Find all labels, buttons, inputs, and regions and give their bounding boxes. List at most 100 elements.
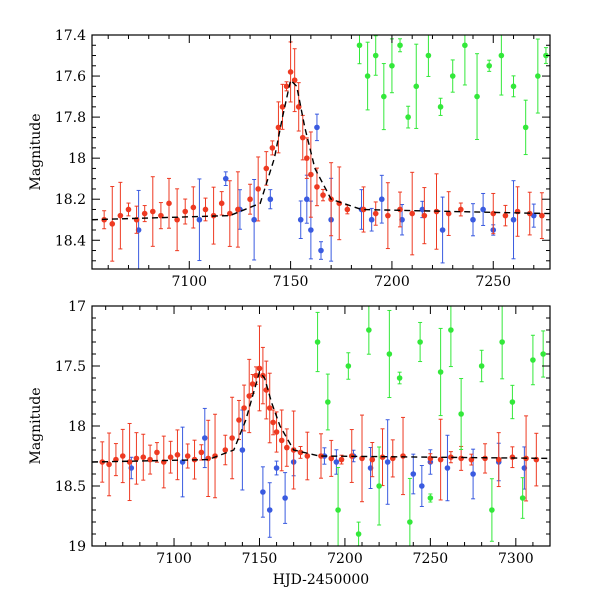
data-point bbox=[174, 452, 181, 458]
data-point bbox=[269, 145, 276, 151]
data-point bbox=[287, 69, 294, 75]
x-tick-label: 7150 bbox=[273, 274, 309, 290]
y-tick-label: 18.5 bbox=[55, 479, 86, 495]
data-point bbox=[458, 411, 464, 417]
data-point bbox=[486, 62, 493, 69]
data-point bbox=[263, 165, 270, 172]
data-point bbox=[249, 381, 256, 387]
y-tick-label: 17.8 bbox=[55, 110, 86, 126]
data-point bbox=[522, 124, 529, 131]
data-point bbox=[399, 216, 405, 223]
data-point bbox=[498, 52, 505, 59]
data-point bbox=[405, 114, 411, 120]
data-point bbox=[154, 449, 160, 456]
data-point bbox=[270, 419, 276, 426]
series-1 bbox=[135, 113, 537, 269]
data-point bbox=[229, 435, 235, 441]
data-point bbox=[222, 175, 229, 182]
data-point bbox=[509, 454, 516, 461]
data-point bbox=[495, 456, 502, 463]
data-point bbox=[386, 351, 393, 357]
data-point bbox=[109, 221, 116, 227]
data-point bbox=[283, 83, 290, 90]
data-point bbox=[355, 531, 362, 537]
data-point bbox=[273, 429, 280, 435]
x-axis-title: HJD-2450000 bbox=[273, 572, 369, 588]
data-point bbox=[439, 227, 446, 233]
data-point bbox=[314, 339, 321, 345]
data-point bbox=[448, 454, 454, 461]
data-point bbox=[266, 507, 273, 513]
data-point bbox=[540, 351, 546, 357]
data-point bbox=[345, 363, 352, 369]
data-point bbox=[530, 357, 536, 363]
data-point bbox=[299, 134, 306, 141]
data-point bbox=[325, 399, 331, 405]
y-axis-title: Magnitude bbox=[28, 387, 44, 464]
data-point bbox=[291, 77, 298, 83]
data-point bbox=[421, 212, 428, 219]
data-point bbox=[278, 437, 285, 444]
data-point bbox=[106, 461, 112, 468]
data-point bbox=[397, 42, 403, 49]
data-point bbox=[147, 456, 153, 463]
data-point bbox=[445, 210, 452, 217]
data-point bbox=[241, 405, 247, 411]
data-point bbox=[419, 206, 426, 213]
data-point bbox=[364, 73, 371, 79]
data-point bbox=[218, 200, 225, 207]
series-3 bbox=[314, 306, 546, 546]
data-point bbox=[318, 453, 324, 459]
data-point bbox=[417, 339, 423, 345]
data-point bbox=[174, 216, 180, 223]
data-point bbox=[372, 210, 379, 217]
data-point bbox=[333, 459, 340, 465]
data-point bbox=[458, 455, 464, 462]
data-point bbox=[396, 375, 403, 381]
data-point bbox=[282, 495, 288, 501]
data-point bbox=[425, 52, 432, 59]
data-point bbox=[320, 192, 326, 198]
data-point bbox=[202, 206, 209, 213]
data-point bbox=[407, 519, 413, 525]
data-point bbox=[427, 455, 434, 462]
axes-frame bbox=[91, 34, 551, 270]
data-point bbox=[201, 435, 208, 441]
data-point bbox=[126, 459, 133, 465]
data-point bbox=[384, 459, 391, 465]
y-tick-label: 18 bbox=[68, 151, 86, 167]
data-point bbox=[490, 210, 497, 217]
data-point bbox=[149, 208, 156, 215]
x-tick-label: 7100 bbox=[171, 274, 207, 290]
data-point bbox=[196, 216, 203, 223]
series-3 bbox=[356, 35, 549, 156]
data-point bbox=[344, 206, 351, 213]
data-point bbox=[263, 387, 270, 393]
plot-area bbox=[92, 35, 550, 269]
data-point bbox=[448, 327, 454, 333]
data-point bbox=[376, 483, 382, 489]
data-point bbox=[437, 369, 444, 375]
data-point bbox=[369, 456, 376, 463]
data-point bbox=[338, 456, 345, 463]
series-2 bbox=[101, 41, 545, 262]
data-point bbox=[166, 200, 172, 207]
data-point bbox=[135, 227, 142, 233]
x-tick-label: 7200 bbox=[327, 551, 363, 567]
data-point bbox=[458, 206, 464, 213]
y-tick-label: 19 bbox=[68, 539, 86, 555]
top-panel: 7100 7150 7200 7250 17.4 17.6 17.8 18 18.2 18.4 Ma… bbox=[28, 28, 551, 290]
data-point bbox=[385, 212, 391, 219]
y-tick-label: 17.5 bbox=[55, 359, 86, 375]
data-point bbox=[198, 449, 205, 456]
data-point bbox=[510, 83, 517, 90]
data-point bbox=[509, 399, 516, 405]
data-point bbox=[535, 73, 541, 79]
data-point bbox=[470, 471, 476, 477]
data-point bbox=[184, 453, 191, 459]
bottom-panel: 7100 7150 7200 7250 7300 17 17.5 18 18.5 19 Magnit… bbox=[28, 299, 551, 588]
data-point bbox=[279, 104, 286, 110]
data-point bbox=[397, 206, 403, 213]
x-tick-label: 7250 bbox=[413, 551, 449, 567]
